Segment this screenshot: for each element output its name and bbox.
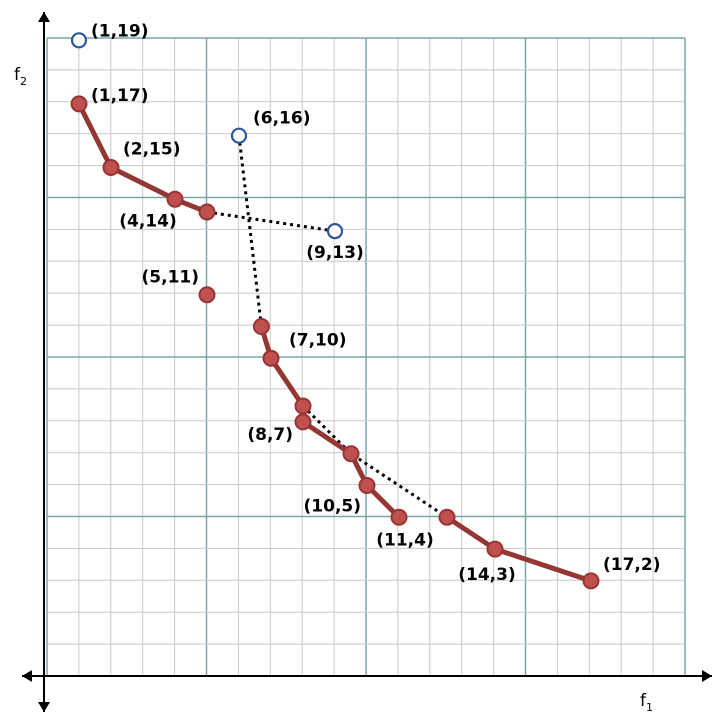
solid-point xyxy=(70,95,88,113)
point-label: (10,5) xyxy=(304,497,361,517)
front-line xyxy=(76,101,210,215)
solid-point xyxy=(390,508,408,526)
point-label: (11,4) xyxy=(376,530,433,550)
hollow-point xyxy=(230,127,248,144)
solid-point xyxy=(102,159,120,176)
solid-point xyxy=(166,190,184,208)
point-label: (5,11) xyxy=(142,268,199,288)
point-label: (6,16) xyxy=(253,109,310,129)
hollow-point xyxy=(70,32,88,49)
points xyxy=(70,32,600,590)
dotted-line xyxy=(237,135,263,327)
solid-point xyxy=(582,572,600,590)
point-label: (14,3) xyxy=(458,565,515,585)
solid-point xyxy=(252,318,270,335)
hollow-point xyxy=(326,223,344,240)
grid xyxy=(46,37,686,677)
point-label: (1,17) xyxy=(91,86,148,106)
point-label: (7,10) xyxy=(289,331,346,351)
solid-point xyxy=(294,413,312,431)
solid-point xyxy=(358,477,376,494)
point-labels: (1,19) (1,17) (6,16) (2,15) (4,14) (9,13) (5,1… xyxy=(91,21,660,585)
point-label: (9,13) xyxy=(306,243,363,263)
y-axis-arrow-top xyxy=(38,12,50,22)
solid-point xyxy=(294,397,312,415)
point-label: (1,19) xyxy=(91,21,148,41)
solid-point xyxy=(198,203,216,221)
point-label: (8,7) xyxy=(247,425,293,445)
y-axis-label: f2 xyxy=(14,65,27,88)
point-label: (17,2) xyxy=(603,555,660,575)
x-axis-label: f1 xyxy=(640,691,653,714)
point-label: (4,14) xyxy=(119,211,176,231)
dotted-line xyxy=(301,404,448,519)
dotted-lines xyxy=(206,135,448,519)
solid-point xyxy=(198,286,216,304)
axes: f1 f2 xyxy=(14,12,712,714)
dotted-line xyxy=(206,210,336,233)
solid-point xyxy=(438,508,456,526)
solid-point xyxy=(262,349,280,367)
x-axis-arrow-left xyxy=(22,670,32,682)
x-axis-arrow-right xyxy=(702,670,712,682)
front-line xyxy=(300,419,402,520)
y-axis-arrow-bottom xyxy=(38,702,50,712)
solid-point xyxy=(342,445,360,463)
solid-point xyxy=(486,540,504,558)
point-label: (2,15) xyxy=(123,140,180,160)
